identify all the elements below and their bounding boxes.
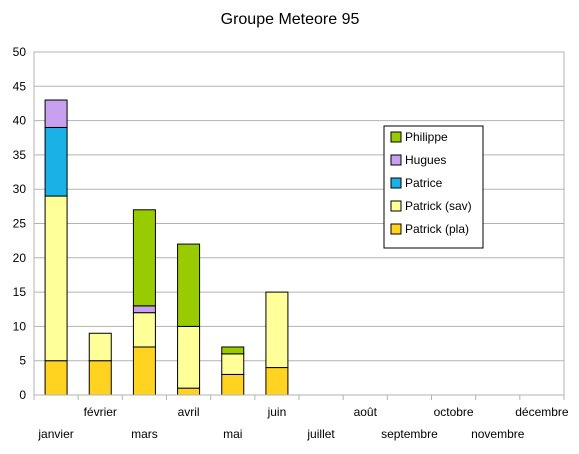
y-tick-label: 40 xyxy=(13,114,27,128)
bar-segment-4-4 xyxy=(221,346,245,355)
legend-label: Philippe xyxy=(405,130,448,144)
x-tick-label: novembre xyxy=(471,427,525,441)
x-tick-label: janvier xyxy=(37,427,73,441)
y-tick-label: 25 xyxy=(13,217,27,231)
x-tick-label: juillet xyxy=(306,427,335,441)
legend-swatch xyxy=(390,200,402,212)
legend-label: Patrick (sav) xyxy=(405,199,472,213)
x-tick-label: octobre xyxy=(434,405,474,419)
bar-segment-0-2 xyxy=(44,126,68,197)
bar-segment-2-4 xyxy=(132,209,156,307)
axes xyxy=(33,51,565,396)
y-tick-label: 15 xyxy=(13,285,27,299)
y-tick-label: 10 xyxy=(13,319,27,333)
legend-swatch xyxy=(390,154,402,166)
bar-segment-2-3 xyxy=(132,305,156,314)
y-tick-label: 0 xyxy=(19,388,26,402)
bar-segment-1-0 xyxy=(88,360,112,396)
legend: Philippe Hugues Patrice Patrick (sav) Patric… xyxy=(383,125,484,249)
bar-segment-5-1 xyxy=(265,291,289,369)
y-tick-label: 50 xyxy=(13,45,27,59)
legend-swatch xyxy=(390,223,402,235)
bar-segment-0-3 xyxy=(44,99,68,128)
y-tick-label: 5 xyxy=(19,354,26,368)
gridlines xyxy=(33,51,565,400)
x-tick-label: février xyxy=(84,405,117,419)
x-tick-label: mars xyxy=(131,427,158,441)
x-tick-label: juin xyxy=(267,405,287,419)
x-tick-label: décembre xyxy=(515,405,569,419)
bar-segment-2-0 xyxy=(132,346,156,396)
bars xyxy=(44,99,289,396)
plot-frame xyxy=(33,51,565,396)
x-tick-label: septembre xyxy=(381,427,438,441)
chart-title: Groupe Meteore 95 xyxy=(221,11,360,28)
bar-segment-1-1 xyxy=(88,332,112,362)
legend-swatch xyxy=(390,131,402,143)
bar-segment-2-1 xyxy=(132,312,156,348)
bar-segment-4-0 xyxy=(221,373,245,396)
bar-segment-4-1 xyxy=(221,353,245,375)
y-tick-label: 30 xyxy=(13,182,27,196)
bar-segment-3-1 xyxy=(177,325,201,389)
x-tick-label: mai xyxy=(223,427,242,441)
legend-label: Patrick (pla) xyxy=(405,222,469,236)
x-tick-label: août xyxy=(354,405,378,419)
legend-swatch xyxy=(390,177,402,189)
y-tick-label: 35 xyxy=(13,148,27,162)
y-axis-ticks: 0 5 10 15 20 25 30 35 40 45 50 xyxy=(13,45,27,402)
bar-segment-3-4 xyxy=(177,243,201,327)
x-tick-label: avril xyxy=(178,405,200,419)
y-tick-label: 45 xyxy=(13,79,27,93)
bar-segment-0-0 xyxy=(44,360,68,396)
legend-label: Hugues xyxy=(405,153,446,167)
bar-segment-3-0 xyxy=(177,387,201,396)
bar-segment-5-0 xyxy=(265,367,289,396)
legend-label: Patrice xyxy=(405,176,443,190)
x-axis-ticks: janvier février mars avril mai juin juillet aoû… xyxy=(37,405,569,441)
bar-segment-0-1 xyxy=(44,195,68,362)
y-tick-label: 20 xyxy=(13,251,27,265)
